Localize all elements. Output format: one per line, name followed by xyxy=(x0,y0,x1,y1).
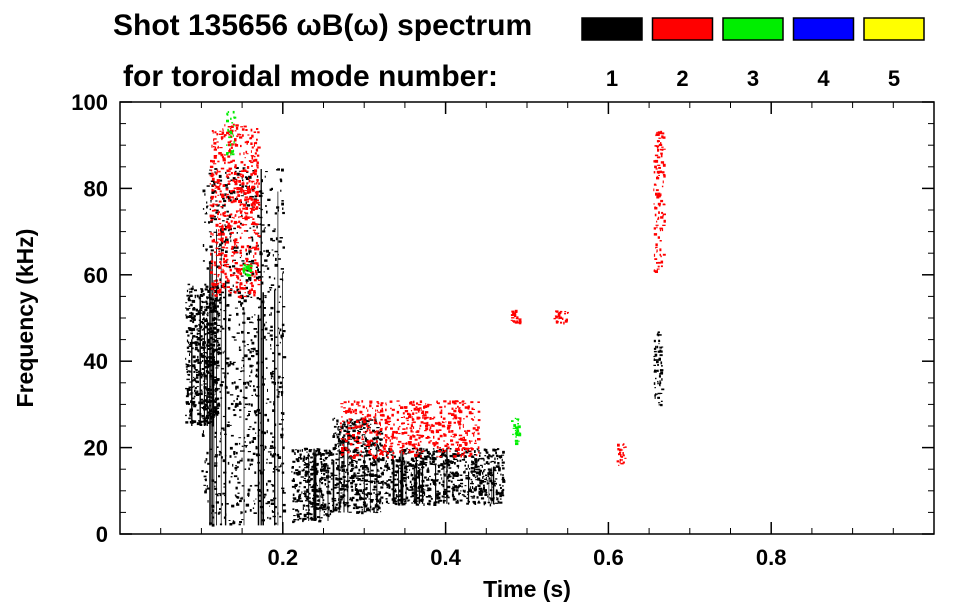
y-tick-label: 80 xyxy=(84,176,108,201)
legend-label-mode-4: 4 xyxy=(817,66,830,91)
legend-swatch-mode-2 xyxy=(651,17,714,41)
legend-label-mode-2: 2 xyxy=(676,66,688,91)
mode-1-feature-1 xyxy=(185,283,221,427)
mode-2-feature-2 xyxy=(339,400,481,460)
x-tick-label: 0.4 xyxy=(430,545,461,570)
y-tick-label: 100 xyxy=(71,90,108,115)
chart-title-line1: Shot 135656 ωB(ω) spectrum xyxy=(113,9,532,42)
x-tick-label: 0.6 xyxy=(593,545,624,570)
y-axis-label: Frequency (kHz) xyxy=(12,229,38,408)
mode-3-feature-2 xyxy=(242,264,253,277)
mode-1-feature-2 xyxy=(201,167,287,527)
mode-1-feature-5 xyxy=(380,447,506,507)
legend: 1 2 3 4 5 xyxy=(581,17,925,91)
legend-swatch-mode-1 xyxy=(581,17,643,41)
mode-2-feature-5 xyxy=(616,443,627,466)
mode-2-feature-4 xyxy=(553,310,569,325)
legend-swatch-mode-4 xyxy=(792,17,855,41)
legend-label-mode-5: 5 xyxy=(888,66,900,91)
y-tick-label: 0 xyxy=(96,522,108,547)
mode-3-feature-1 xyxy=(226,110,237,156)
plot-frame xyxy=(119,101,935,535)
mode-2-feature-6 xyxy=(653,130,666,273)
x-tick-label: 0.2 xyxy=(268,545,299,570)
y-tick-label: 20 xyxy=(84,436,108,461)
mode-1-feature-3 xyxy=(291,447,335,524)
x-tick-label: 0.8 xyxy=(756,545,787,570)
legend-swatch-mode-5 xyxy=(863,17,925,41)
spectrogram-marks xyxy=(185,110,666,527)
legend-label-mode-1: 1 xyxy=(606,66,618,91)
chart-title-line2: for toroidal mode number: xyxy=(123,60,498,93)
legend-swatch-mode-3 xyxy=(722,17,784,41)
mode-1-feature-6 xyxy=(653,331,665,407)
mode-3-feature-3 xyxy=(511,417,522,446)
y-tick-label: 40 xyxy=(84,349,108,374)
legend-label-mode-3: 3 xyxy=(747,66,759,91)
axes: 0.2 0.4 0.6 0.8 0 20 40 60 80 100 xyxy=(71,90,934,570)
y-tick-label: 60 xyxy=(84,263,108,288)
x-axis-label: Time (s) xyxy=(483,576,571,602)
mode-2-feature-3 xyxy=(510,309,522,325)
